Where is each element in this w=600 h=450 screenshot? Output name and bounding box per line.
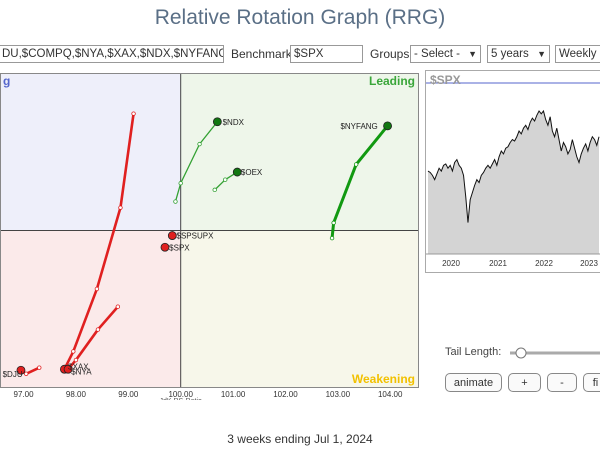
point-label-nyfang: $NYFANG: [340, 122, 377, 131]
x-tick-label: 104.00: [378, 390, 403, 399]
tail-point-dju: [37, 365, 42, 370]
point-label-ndx: $NDX: [223, 118, 245, 127]
point-label-nya: $NYA: [71, 368, 92, 377]
mini-year-label: 2022: [535, 259, 553, 268]
date-range-label: 3 weeks ending Jul 1, 2024: [227, 432, 373, 446]
series-head-nya[interactable]: [63, 364, 73, 374]
tail-point-xax: [131, 111, 136, 116]
series-tail-ndx: [174, 121, 219, 203]
point-label-oex: $OEX: [241, 168, 263, 177]
rrg-chart[interactable]: Leading Weakening g 97.00 98.00 99.00 100.00 1…: [0, 73, 419, 405]
point-label-dju: $DJU: [3, 370, 23, 379]
mini-chart-area: [428, 111, 599, 254]
tail-point-oex: [212, 187, 217, 193]
tail-point-ndx: [173, 199, 178, 204]
slider-handle[interactable]: [515, 347, 527, 359]
tail-point-xax: [94, 286, 100, 292]
groups-select-value: - Select -: [414, 48, 461, 60]
animate-button[interactable]: animate: [445, 373, 502, 392]
quadrant-improving: [0, 73, 181, 231]
benchmark-label: Benchmark:: [231, 47, 296, 61]
tail-point-nyfang: [329, 235, 335, 241]
tail-point-nya: [95, 327, 101, 332]
x-axis-label: JdK RS-Ratio: [159, 398, 202, 400]
series-head-ndx[interactable]: [212, 117, 222, 127]
series-head-spx[interactable]: [160, 242, 170, 252]
period-select[interactable]: 5 years ▼: [487, 45, 550, 63]
tail-point-xax: [118, 205, 123, 210]
series-head-dju[interactable]: [16, 365, 26, 375]
quadrant-weakening: [180, 230, 419, 388]
chevron-down-icon: ▼: [537, 49, 546, 59]
first-button[interactable]: fi: [583, 373, 600, 392]
tail-point-nya: [73, 357, 79, 363]
controls-bar: DU,$COMPQ,$NYA,$XAX,$NDX,$NYFANG,$O Benc…: [0, 44, 600, 66]
point-label-xax: $XAX: [68, 363, 89, 372]
x-tick-label: 100.00: [168, 390, 193, 399]
x-tick-label: 101.00: [221, 390, 246, 399]
chevron-down-icon: ▼: [468, 49, 477, 59]
benchmark-mini-chart: 2020 2021 2022 2023 $SPX: [425, 70, 600, 273]
tail-point-ndx: [178, 181, 183, 186]
tail-length-label: Tail Length:: [445, 346, 502, 358]
mini-year-label: 2023: [580, 259, 598, 268]
page-title: Relative Rotation Graph (RRG): [154, 6, 446, 29]
series-head-spsupx[interactable]: [167, 231, 177, 240]
symbols-input[interactable]: DU,$COMPQ,$NYA,$XAX,$NDX,$NYFANG,$O: [0, 45, 224, 63]
plot-border: [0, 73, 419, 388]
series-tail-nya: [66, 305, 120, 371]
groups-select[interactable]: - Select - ▼: [410, 45, 481, 63]
point-label-spsupx: $SPSUPX: [177, 232, 215, 241]
frequency-select[interactable]: Weekly: [555, 45, 600, 63]
quadrant-label-improving: g: [3, 74, 10, 88]
mini-year-label: 2021: [489, 259, 507, 268]
mini-chart-label: $SPX: [430, 73, 461, 87]
benchmark-input[interactable]: $SPX: [290, 45, 363, 63]
add-button[interactable]: +: [508, 373, 541, 392]
x-tick-label: 103.00: [326, 390, 351, 399]
series-head-oex[interactable]: [232, 167, 242, 177]
tail-point-nyfang: [331, 220, 336, 226]
mini-chart-line: [427, 109, 600, 223]
frequency-select-value: Weekly: [559, 48, 597, 60]
mini-chart-svg: 2020 2021 2022 2023: [426, 82, 600, 268]
series-tail-nyfang: [330, 124, 390, 240]
period-select-value: 5 years: [491, 48, 529, 60]
tail-length-slider[interactable]: [508, 346, 600, 360]
tail-point-dju: [23, 371, 29, 376]
tail-point-oex: [223, 177, 228, 182]
point-label-spx: $SPX: [169, 243, 190, 252]
x-tick-label: 102.00: [273, 390, 298, 399]
tail-point-nya: [115, 304, 121, 309]
x-tick-label: 99.00: [118, 390, 139, 399]
rrg-chart-svg: Leading Weakening g 97.00 98.00 99.00 100.00 1…: [0, 73, 419, 405]
subtract-button[interactable]: -: [547, 373, 577, 392]
groups-label: Groups:: [370, 47, 413, 61]
series-head-nyfang[interactable]: [383, 121, 392, 131]
x-tick-label: 98.00: [66, 390, 87, 399]
quadrant-label-weakening: Weakening: [352, 372, 415, 386]
x-tick-label: 97.00: [14, 390, 35, 399]
quadrant-label-leading: Leading: [369, 74, 415, 88]
tail-point-nyfang: [353, 162, 359, 167]
quadrant-leading: [180, 73, 419, 231]
tail-point-ndx: [197, 141, 202, 147]
tail-point-xax: [71, 349, 76, 354]
mini-year-label: 2020: [442, 259, 460, 268]
